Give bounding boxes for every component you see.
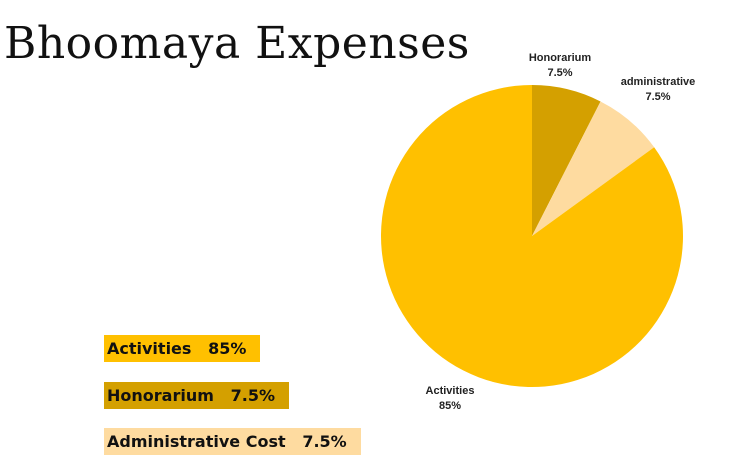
pie-slice-honorarium xyxy=(532,85,601,236)
pie-slices xyxy=(380,85,683,388)
pie-slice-administrative xyxy=(532,101,655,237)
pie-slice-activities xyxy=(380,85,683,388)
slice-value-administrative: 7.5% xyxy=(645,91,670,103)
slice-value-honorarium: 7.5% xyxy=(547,67,572,79)
chart-title: Bhoomaya Expenses xyxy=(4,18,470,69)
slice-label-activities: Activities xyxy=(426,385,475,397)
slice-value-activities: 85% xyxy=(439,400,461,412)
slice-label-administrative: administrative xyxy=(621,76,696,88)
legend-item-administrative-cost: Administrative Cost 7.5% xyxy=(104,428,361,455)
legend-item-honorarium: Honorarium 7.5% xyxy=(104,382,289,409)
slice-labels: Honorarium 7.5% administrative 7.5% Activiti… xyxy=(426,52,696,412)
legend-item-activities: Activities 85% xyxy=(104,335,261,362)
slice-label-honorarium: Honorarium xyxy=(529,52,592,64)
